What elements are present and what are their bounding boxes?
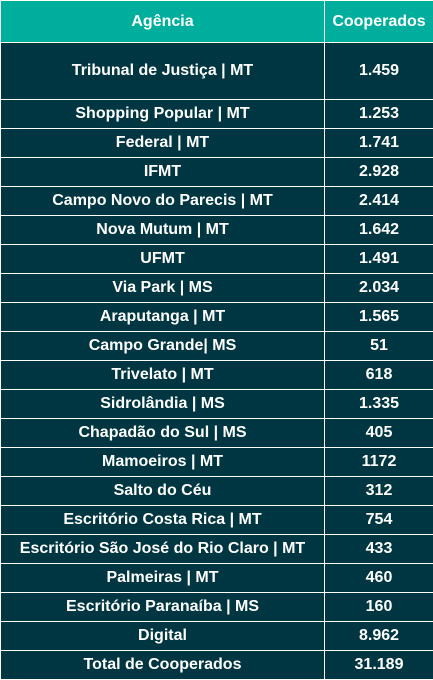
total-row: Total de Cooperados 31.189 (1, 651, 433, 680)
agency-cell: Nova Mutum | MT (1, 216, 325, 245)
agency-cell: Tribunal de Justiça | MT (1, 43, 325, 100)
agency-cell: Palmeiras | MT (1, 564, 325, 593)
agency-cell: Federal | MT (1, 129, 325, 158)
table-row: Nova Mutum | MT 1.642 (1, 216, 433, 245)
table-row: Campo Grande| MS 51 (1, 332, 433, 361)
table-row: Escritório São José do Rio Claro | MT 43… (1, 535, 433, 564)
table-row: Salto do Céu 312 (1, 477, 433, 506)
cooperados-cell: 1.741 (325, 129, 433, 158)
agency-cell: Salto do Céu (1, 477, 325, 506)
cooperados-cell: 433 (325, 535, 433, 564)
agency-cell: Escritório Costa Rica | MT (1, 506, 325, 535)
table-row: Tribunal de Justiça | MT 1.459 (1, 43, 433, 100)
table-row: Chapadão do Sul | MS 405 (1, 419, 433, 448)
cooperados-cell: 51 (325, 332, 433, 361)
cooperados-cell: 2.414 (325, 187, 433, 216)
table-row: UFMT 1.491 (1, 245, 433, 274)
header-cooperados: Cooperados (325, 1, 433, 43)
agency-cell: Via Park | MS (1, 274, 325, 303)
cooperados-cell: 1.491 (325, 245, 433, 274)
table-row: Escritório Costa Rica | MT 754 (1, 506, 433, 535)
total-label-cell: Total de Cooperados (1, 651, 325, 680)
table-row: Federal | MT 1.741 (1, 129, 433, 158)
agency-cell: Araputanga | MT (1, 303, 325, 332)
agency-cell: IFMT (1, 158, 325, 187)
agency-cell: Trivelato | MT (1, 361, 325, 390)
cooperados-cell: 8.962 (325, 622, 433, 651)
table-row: IFMT 2.928 (1, 158, 433, 187)
cooperados-cell: 160 (325, 593, 433, 622)
table-header-row: Agência Cooperados (1, 1, 433, 43)
cooperados-cell: 2.034 (325, 274, 433, 303)
agency-cell: Campo Grande| MS (1, 332, 325, 361)
agency-cell: UFMT (1, 245, 325, 274)
cooperados-cell: 1.253 (325, 100, 433, 129)
agency-cell: Escritório Paranaíba | MS (1, 593, 325, 622)
agency-cell: Chapadão do Sul | MS (1, 419, 325, 448)
cooperados-cell: 405 (325, 419, 433, 448)
header-agencia: Agência (1, 1, 325, 43)
agency-cell: Digital (1, 622, 325, 651)
cooperados-cell: 1.565 (325, 303, 433, 332)
agency-cell: Campo Novo do Parecis | MT (1, 187, 325, 216)
agency-cell: Sidrolândia | MS (1, 390, 325, 419)
table-row: Sidrolândia | MS 1.335 (1, 390, 433, 419)
cooperados-cell: 2.928 (325, 158, 433, 187)
agency-cell: Mamoeiros | MT (1, 448, 325, 477)
table-row: Digital 8.962 (1, 622, 433, 651)
agency-cell: Shopping Popular | MT (1, 100, 325, 129)
cooperados-cell: 1172 (325, 448, 433, 477)
cooperados-cell: 1.335 (325, 390, 433, 419)
table-row: Shopping Popular | MT 1.253 (1, 100, 433, 129)
cooperados-cell: 312 (325, 477, 433, 506)
agency-cell: Escritório São José do Rio Claro | MT (1, 535, 325, 564)
cooperados-cell: 754 (325, 506, 433, 535)
table-row: Mamoeiros | MT 1172 (1, 448, 433, 477)
table-row: Trivelato | MT 618 (1, 361, 433, 390)
table-row: Escritório Paranaíba | MS 160 (1, 593, 433, 622)
cooperados-cell: 1.642 (325, 216, 433, 245)
table-row: Via Park | MS 2.034 (1, 274, 433, 303)
table-row: Campo Novo do Parecis | MT 2.414 (1, 187, 433, 216)
table-row: Palmeiras | MT 460 (1, 564, 433, 593)
cooperados-cell: 1.459 (325, 43, 433, 100)
cooperados-cell: 460 (325, 564, 433, 593)
table-row: Araputanga | MT 1.565 (1, 303, 433, 332)
total-value-cell: 31.189 (325, 651, 433, 680)
cooperados-cell: 618 (325, 361, 433, 390)
